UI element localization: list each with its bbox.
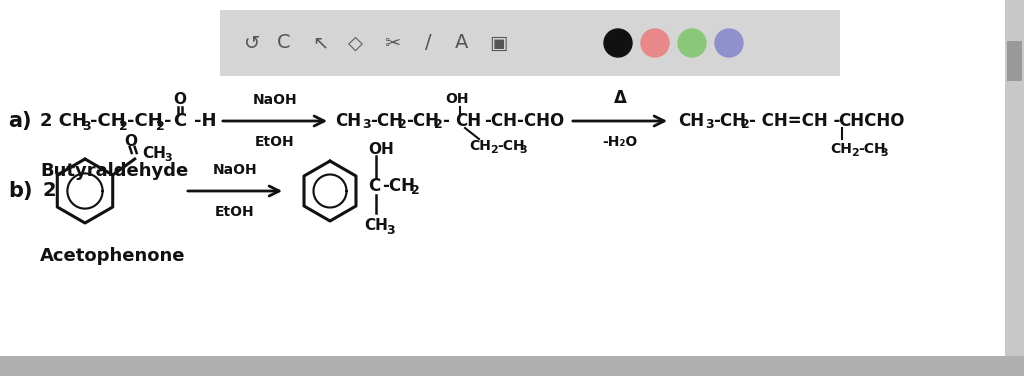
Text: 2: 2 [42, 182, 55, 200]
Text: CH: CH [455, 112, 481, 130]
Text: -CH: -CH [497, 139, 524, 153]
Text: 2: 2 [851, 148, 859, 158]
Text: CH: CH [364, 218, 388, 233]
Text: EtOH: EtOH [215, 205, 255, 219]
Text: EtOH: EtOH [255, 135, 295, 149]
Text: -H: -H [194, 112, 216, 130]
Circle shape [678, 29, 706, 57]
Text: ▣: ▣ [488, 33, 507, 53]
Text: O: O [173, 91, 186, 106]
Text: CH: CH [830, 142, 852, 156]
Text: /: / [425, 33, 431, 53]
Text: 3: 3 [165, 153, 172, 163]
Bar [0, 356, 1024, 376]
Text: CH: CH [678, 112, 705, 130]
Circle shape [604, 29, 632, 57]
Circle shape [641, 29, 669, 57]
Text: -CH: -CH [127, 112, 163, 130]
Text: -CH: -CH [90, 112, 126, 130]
Text: 2: 2 [741, 118, 750, 132]
Text: ↺: ↺ [244, 33, 260, 53]
Text: 3: 3 [519, 145, 526, 155]
Text: C: C [368, 177, 380, 195]
Text: -CH: -CH [406, 112, 439, 130]
Text: -CH: -CH [370, 112, 403, 130]
Text: ◇: ◇ [347, 33, 362, 53]
Text: -CH: -CH [713, 112, 746, 130]
Bar [1005, 0, 1024, 356]
Text: CH: CH [469, 139, 490, 153]
Text: -: - [164, 112, 171, 130]
Text: 2: 2 [119, 120, 128, 132]
Text: -CH: -CH [382, 177, 415, 195]
Text: 2: 2 [490, 145, 498, 155]
Text: O: O [124, 133, 137, 149]
Text: C: C [173, 112, 186, 130]
Text: NaOH: NaOH [253, 93, 297, 107]
Text: NaOH: NaOH [213, 163, 257, 177]
Text: CH: CH [335, 112, 361, 130]
Text: A: A [456, 33, 469, 53]
Text: 2: 2 [411, 183, 420, 197]
Text: Δ: Δ [613, 89, 627, 107]
Text: Acetophenone: Acetophenone [40, 247, 185, 265]
Text: -CH-CHO: -CH-CHO [484, 112, 564, 130]
Text: CH: CH [142, 147, 167, 162]
Text: ✂: ✂ [384, 33, 400, 53]
Text: 3: 3 [82, 120, 91, 132]
Text: Butyraldehyde: Butyraldehyde [40, 162, 188, 180]
Text: OH: OH [368, 141, 394, 156]
Text: -: - [442, 112, 449, 130]
Text: 2: 2 [398, 118, 407, 132]
Text: 3: 3 [386, 223, 394, 237]
Bar [1007, 41, 1022, 81]
Text: a): a) [8, 111, 32, 131]
Text: 3: 3 [880, 148, 888, 158]
Text: - CH=CH -: - CH=CH - [749, 112, 841, 130]
Text: 3: 3 [705, 118, 714, 132]
Text: ↖: ↖ [312, 33, 328, 53]
Text: b): b) [8, 181, 33, 201]
Text: 3: 3 [362, 118, 371, 132]
Text: -H₂O: -H₂O [602, 135, 638, 149]
Bar [220, 10, 840, 76]
Text: 2: 2 [434, 118, 442, 132]
Text: CHCHO: CHCHO [838, 112, 904, 130]
Text: OH: OH [445, 92, 469, 106]
Text: C: C [278, 33, 291, 53]
Text: -CH: -CH [858, 142, 886, 156]
Text: 2: 2 [156, 120, 165, 132]
Text: 2 CH: 2 CH [40, 112, 87, 130]
Circle shape [715, 29, 743, 57]
